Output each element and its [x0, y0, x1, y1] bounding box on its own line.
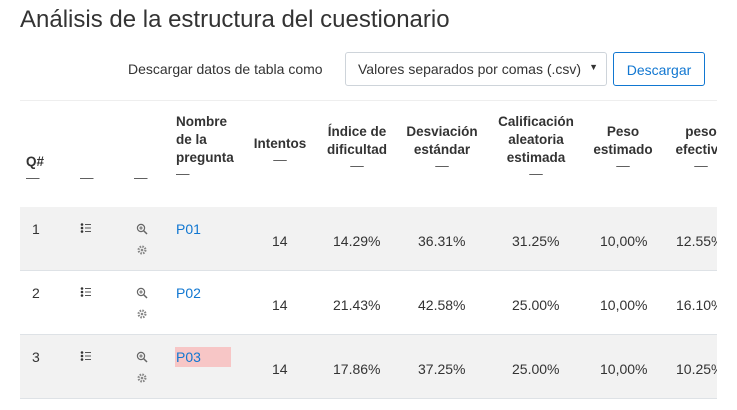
header-facility-index[interactable]: Índice de dificultad — [322, 123, 392, 173]
caret-down-icon: ▼ [589, 62, 598, 72]
header-facility-line: Índice de [327, 124, 387, 139]
facility-value: 17.86% [333, 361, 381, 377]
list-icon[interactable] [80, 350, 92, 362]
header-random-guess[interactable]: Calificación aleatoria estimada — [494, 113, 578, 181]
header-name-line: Nombre [176, 114, 228, 129]
facility-value: 21.43% [333, 297, 381, 313]
weight-value: 10,00% [600, 233, 648, 249]
question-link[interactable]: P01 [176, 221, 201, 237]
sd-value: 36.31% [418, 233, 466, 249]
header-blank-1: — [80, 171, 94, 185]
header-weight-line: Peso [606, 124, 640, 139]
header-name-line: pregunta [176, 150, 234, 165]
header-question-name[interactable]: Nombre de la pregunta — [176, 113, 234, 181]
header-facility-line: dificultad [327, 142, 387, 157]
list-icon[interactable] [80, 286, 92, 298]
attempts-value: 14 [272, 297, 288, 313]
download-bar: Descargar datos de tabla como Valores se… [0, 52, 737, 88]
weight-value: 10,00% [600, 297, 648, 313]
sort-mark: — [616, 158, 630, 173]
random-value: 31.25% [512, 233, 560, 249]
zoom-icon[interactable] [136, 223, 148, 235]
sort-mark: — [134, 170, 148, 185]
header-qnum-label: Q# [26, 154, 45, 169]
attempts-value: 14 [272, 361, 288, 377]
header-effective-line: peso [685, 124, 717, 139]
format-select-value: Valores separados por comas (.csv) [358, 61, 582, 77]
effective-value: 16.10% [676, 297, 717, 313]
sort-mark: — [80, 170, 94, 185]
header-attempts-label: Intentos [253, 136, 307, 151]
facility-value: 14.29% [333, 233, 381, 249]
sd-value: 42.58% [418, 297, 466, 313]
header-sd-line: Desviación [406, 124, 478, 139]
list-icon[interactable] [80, 222, 92, 234]
question-link-highlighted[interactable]: P03 [175, 347, 231, 367]
header-random-line: estimada [506, 150, 566, 165]
sd-value: 37.25% [418, 361, 466, 377]
weight-value: 10,00% [600, 361, 648, 377]
sort-mark: — [694, 158, 708, 173]
page-title: Análisis de la estructura del cuestionar… [20, 6, 450, 33]
sort-mark: — [435, 158, 449, 173]
zoom-icon[interactable] [136, 351, 148, 363]
format-select[interactable]: Valores separados por comas (.csv) ▼ [345, 52, 607, 86]
gear-icon[interactable] [136, 372, 148, 384]
download-label: Descargar datos de tabla como [128, 61, 323, 77]
sort-mark: — [176, 166, 190, 181]
header-blank-2: — [134, 171, 148, 185]
row-qnum: 2 [32, 285, 40, 301]
sort-mark: — [273, 152, 287, 167]
attempts-value: 14 [272, 233, 288, 249]
header-qnum[interactable]: Q# — [26, 153, 44, 185]
sort-mark: — [26, 170, 40, 185]
sort-mark: — [350, 158, 364, 173]
gear-icon[interactable] [136, 244, 148, 256]
header-effective-weight[interactable]: peso efectivo — [668, 123, 717, 173]
header-weight-line: estimado [593, 142, 653, 157]
table-row: 3 P03 14 17.86% 37.25% 25.00% 10,00% 10.… [20, 335, 717, 399]
gear-icon[interactable] [136, 308, 148, 320]
header-random-line: Calificación [498, 114, 574, 129]
header-random-line: aleatoria [508, 132, 564, 147]
header-attempts[interactable]: Intentos — [252, 135, 308, 167]
header-name-line: de la [176, 132, 207, 147]
table-header: Q# — — — Nombre de la pregunta — Intento… [20, 100, 717, 208]
header-sd-line: estándar [413, 142, 471, 157]
zoom-icon[interactable] [136, 287, 148, 299]
analysis-table: Q# — — — Nombre de la pregunta — Intento… [20, 100, 717, 410]
random-value: 25.00% [512, 361, 560, 377]
header-effective-line: efectivo [675, 142, 717, 157]
table-row: 2 P02 14 21.43% 42.58% 25.00% 10,00% 16.… [20, 271, 717, 335]
download-button[interactable]: Descargar [613, 52, 705, 86]
row-qnum: 3 [32, 349, 40, 365]
header-std-deviation[interactable]: Desviación estándar — [402, 123, 482, 173]
effective-value: 10.25% [676, 361, 717, 377]
row-qnum: 1 [32, 221, 40, 237]
random-value: 25.00% [512, 297, 560, 313]
question-link[interactable]: P02 [176, 285, 201, 301]
table-row: 1 P01 14 14.29% 36.31% 31.25% 10,00% 12.… [20, 207, 717, 271]
effective-value: 12.55% [676, 233, 717, 249]
header-estimated-weight[interactable]: Peso estimado — [588, 123, 658, 173]
sort-mark: — [529, 166, 543, 181]
